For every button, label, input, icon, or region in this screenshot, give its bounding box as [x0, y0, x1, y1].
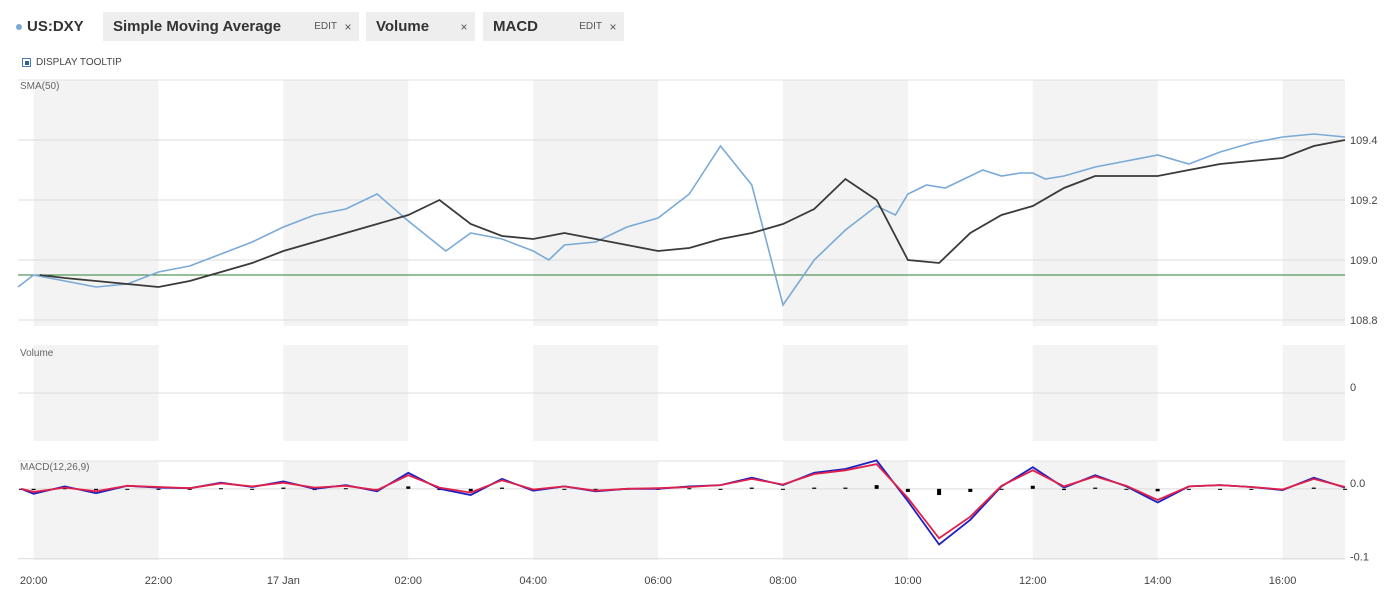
- x-tick-label: 10:00: [894, 575, 922, 587]
- x-tick-label: 14:00: [1144, 575, 1172, 587]
- histogram-bar: [1124, 488, 1129, 490]
- x-tick-label: 16:00: [1269, 575, 1297, 587]
- volume-panel-label: Volume: [20, 348, 54, 359]
- histogram-bar: [593, 488, 598, 490]
- session-shade: [33, 80, 159, 326]
- histogram-bar: [1311, 487, 1316, 489]
- histogram-bar: [937, 488, 942, 496]
- histogram-bar: [1249, 488, 1254, 490]
- signal-series-line: [20, 463, 1346, 540]
- axis-labels: 108.8 109.0 109.2 109.4 0 0.0 -0.1 20:00 22:00 17…: [20, 135, 1378, 587]
- macd-y-tick-label: 0.0: [1350, 478, 1365, 490]
- session-shade: [533, 461, 659, 560]
- session-shade: [283, 461, 409, 560]
- close-sma-button[interactable]: ×: [344, 19, 352, 34]
- macd-histogram: [19, 485, 1347, 496]
- histogram-bar: [499, 487, 504, 489]
- histogram-bar: [1030, 485, 1035, 489]
- session-shade: [1282, 80, 1345, 326]
- series-color-dot: [16, 23, 22, 30]
- x-tick-label: 12:00: [1019, 575, 1047, 587]
- session-shade: [33, 461, 159, 560]
- tooltip-checkbox[interactable]: [22, 58, 31, 67]
- histogram-bar: [218, 488, 223, 490]
- x-tick-label: 02:00: [395, 575, 423, 587]
- histogram-bar: [343, 488, 348, 490]
- session-shade: [1032, 80, 1158, 326]
- edit-macd-button[interactable]: EDIT: [579, 21, 602, 32]
- edit-sma-button[interactable]: EDIT: [314, 21, 337, 32]
- price-y-tick-label: 108.8: [1350, 315, 1378, 327]
- close-macd-button[interactable]: ×: [609, 19, 617, 34]
- indicator-name-volume: Volume: [376, 18, 430, 35]
- histogram-bar: [999, 488, 1004, 490]
- session-shade: [1282, 461, 1345, 560]
- histogram-bar: [94, 488, 99, 491]
- histogram-bar: [250, 488, 255, 490]
- histogram-bar: [1186, 488, 1191, 490]
- histogram-bar: [468, 488, 473, 492]
- price-y-tick-label: 109.0: [1350, 255, 1378, 267]
- histogram-bar: [874, 485, 879, 489]
- volume-y-tick-label: 0: [1350, 382, 1356, 394]
- display-tooltip-toggle[interactable]: DISPLAY TOOLTIP: [22, 57, 122, 68]
- histogram-bar: [718, 488, 723, 490]
- histogram-bar: [687, 488, 692, 490]
- histogram-bar: [1218, 488, 1223, 490]
- symbol-label: US:DXY: [27, 18, 84, 35]
- histogram-bar: [812, 487, 817, 489]
- price-y-tick-label: 109.4: [1350, 135, 1378, 147]
- histogram-bar: [62, 488, 67, 490]
- histogram-bar: [1061, 488, 1066, 491]
- histogram-bar: [843, 487, 848, 489]
- price-series-line: [17, 133, 1346, 307]
- histogram-bar: [749, 487, 754, 489]
- histogram-bar: [125, 488, 130, 490]
- histogram-bar: [156, 488, 161, 490]
- histogram-bar: [1155, 488, 1160, 492]
- price-y-tick-label: 109.2: [1350, 195, 1378, 207]
- x-tick-label: 17 Jan: [267, 575, 300, 587]
- session-shade: [1032, 461, 1158, 560]
- price-panel-label: SMA(50): [20, 81, 59, 92]
- indicator-chip-macd: MACD EDIT ×: [483, 12, 624, 41]
- histogram-bar: [1343, 488, 1347, 490]
- close-volume-button[interactable]: ×: [460, 19, 468, 34]
- tooltip-label: DISPLAY TOOLTIP: [36, 57, 122, 68]
- session-shade: [782, 80, 908, 326]
- symbol-selector[interactable]: US:DXY: [16, 18, 84, 35]
- x-tick-label: 20:00: [20, 575, 48, 587]
- x-tick-label: 08:00: [769, 575, 797, 587]
- histogram-bar: [968, 488, 973, 492]
- indicator-chip-sma: Simple Moving Average EDIT ×: [103, 12, 359, 41]
- histogram-bar: [31, 488, 36, 491]
- x-tick-label: 04:00: [519, 575, 547, 587]
- grid-lines: [18, 79, 1345, 560]
- indicator-name-sma: Simple Moving Average: [113, 18, 282, 35]
- session-shade: [283, 80, 409, 326]
- histogram-bar: [281, 487, 286, 489]
- x-tick-label: 22:00: [145, 575, 173, 587]
- histogram-bar: [406, 486, 411, 489]
- histogram-bar: [780, 488, 785, 490]
- histogram-bar: [562, 488, 567, 490]
- chart-series: [17, 133, 1346, 546]
- session-shade: [533, 80, 659, 326]
- histogram-bar: [905, 488, 910, 492]
- histogram-bar: [187, 488, 192, 490]
- macd-y-tick-label: -0.1: [1350, 552, 1369, 564]
- x-tick-label: 06:00: [644, 575, 672, 587]
- indicator-name-macd: MACD: [493, 18, 538, 35]
- indicator-chip-volume: Volume ×: [366, 12, 475, 41]
- histogram-bar: [1093, 487, 1098, 489]
- macd-panel-label: MACD(12,26,9): [20, 462, 89, 473]
- sma-series-line: [39, 139, 1346, 288]
